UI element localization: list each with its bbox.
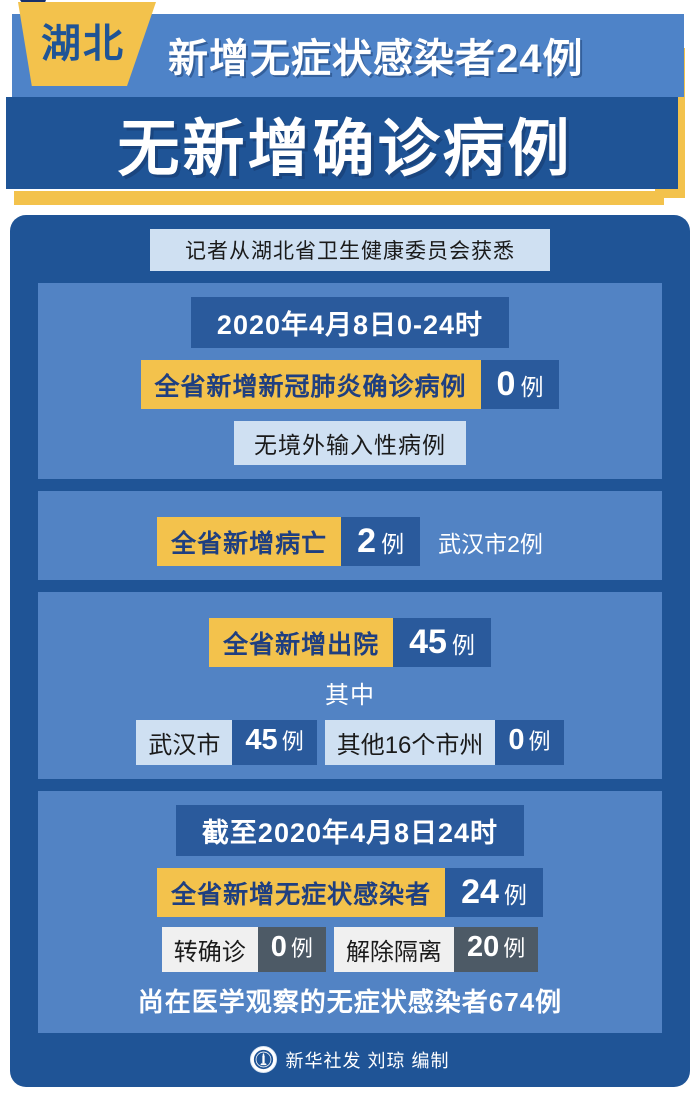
- breakdown-row-discharged: 武汉市 45 例 其他16个市州 0 例: [136, 720, 564, 765]
- panel-deaths: 全省新增病亡 2 例 武汉市2例: [38, 491, 662, 580]
- breakdown-row-asymptomatic: 转确诊 0 例 解除隔离 20 例: [161, 927, 539, 972]
- stat-unit-new-deaths: 例: [381, 531, 405, 557]
- panel-asymptomatic: 截至2020年4月8日24时 全省新增无症状感染者 24 例 转确诊 0 例 解…: [38, 791, 662, 1033]
- breakdown-value-released-quarantine: 20 例: [453, 927, 539, 972]
- date-banner-reporting-period: 2020年4月8日0-24时: [190, 297, 510, 348]
- header-band-bottom: [6, 97, 678, 189]
- header-yellow-bottom-bar: [14, 191, 664, 205]
- stat-row-new-deaths: 全省新增病亡 2 例 武汉市2例: [157, 517, 543, 566]
- breakdown-unit-released-quarantine: 例: [503, 936, 526, 961]
- breakdown-gap-2: [326, 927, 334, 972]
- stat-number-new-deaths: 2: [357, 522, 377, 560]
- breakdown-number-released-quarantine: 20: [466, 931, 500, 963]
- breakdown-unit-other-cities: 例: [528, 729, 551, 754]
- panel-confirmed-cases: 2020年4月8日0-24时 全省新增新冠肺炎确诊病例 0 例 无境外输入性病例: [38, 283, 662, 479]
- footer: 新华社发 刘琼 编制: [10, 1046, 690, 1073]
- breakdown-value-other-cities: 0 例: [495, 720, 564, 765]
- footer-credit: 新华社发 刘琼 编制: [285, 1050, 450, 1071]
- header-subtitle: 新增无症状感染者24例: [168, 20, 658, 90]
- header-subtitle-text: 新增无症状感染者24例: [168, 37, 584, 81]
- main-card: 记者从湖北省卫生健康委员会获悉 2020年4月8日0-24时 全省新增新冠肺炎确…: [10, 215, 690, 1087]
- breakdown-number-wuhan: 45: [245, 724, 278, 756]
- breakdown-label-converted-confirmed: 转确诊: [161, 927, 258, 972]
- breakdown-label-discharged: 其中: [325, 682, 375, 709]
- header-title: 无新增确诊病例: [0, 96, 690, 190]
- breakdown-label-released-quarantine: 解除隔离: [333, 927, 454, 972]
- stat-label-new-discharged: 全省新增出院: [209, 618, 394, 667]
- breakdown-unit-converted-confirmed: 例: [290, 936, 313, 961]
- breakdown-gap: [317, 720, 325, 765]
- breakdown-value-converted-confirmed: 0 例: [257, 927, 326, 972]
- breakdown-number-converted-confirmed: 0: [270, 931, 287, 963]
- breakdown-label-other-cities: 其他16个市州: [324, 720, 496, 765]
- stat-row-new-discharged: 全省新增出院 45 例: [209, 618, 491, 667]
- stat-trailing-wuhan-deaths: 武汉市2例: [438, 530, 543, 557]
- panel-discharged: 全省新增出院 45 例 其中 武汉市 45 例 其他16个市州 0 例: [38, 592, 662, 779]
- stat-row-new-asymptomatic: 全省新增无症状感染者 24 例: [157, 868, 543, 917]
- xinhua-logo-icon: [250, 1046, 278, 1073]
- source-statement: 记者从湖北省卫生健康委员会获悉: [150, 229, 550, 271]
- note-no-imported-cases: 无境外输入性病例: [234, 421, 466, 465]
- stat-value-new-confirmed: 0 例: [480, 360, 560, 409]
- date-banner-cutoff: 截至2020年4月8日24时: [175, 805, 525, 856]
- stat-unit-new-discharged: 例: [451, 632, 475, 658]
- infographic-header: 湖北 新增无症状感染者24例 无新增确诊病例: [0, 0, 700, 211]
- header-title-text: 无新增确诊病例: [117, 115, 573, 184]
- stat-row-new-confirmed: 全省新增新冠肺炎确诊病例 0 例: [140, 360, 560, 409]
- breakdown-unit-wuhan: 例: [281, 729, 304, 754]
- stat-value-new-discharged: 45 例: [393, 618, 491, 667]
- stat-label-new-confirmed: 全省新增新冠肺炎确诊病例: [140, 360, 481, 409]
- summary-under-observation: 尚在医学观察的无症状感染者674例: [137, 987, 563, 1017]
- breakdown-value-wuhan: 45 例: [232, 720, 317, 765]
- stat-value-new-asymptomatic: 24 例: [445, 868, 543, 917]
- stat-label-new-deaths: 全省新增病亡: [157, 517, 342, 566]
- stat-number-new-asymptomatic: 24: [461, 873, 499, 911]
- province-badge-label: 湖北: [41, 22, 125, 66]
- breakdown-number-other-cities: 0: [508, 724, 525, 756]
- stat-label-new-asymptomatic: 全省新增无症状感染者: [157, 868, 446, 917]
- stat-value-new-deaths: 2 例: [341, 517, 421, 566]
- stat-number-new-discharged: 45: [409, 623, 447, 661]
- stat-number-new-confirmed: 0: [496, 365, 516, 403]
- breakdown-label-wuhan: 武汉市: [136, 720, 233, 765]
- stat-unit-new-asymptomatic: 例: [503, 882, 527, 908]
- stat-unit-new-confirmed: 例: [520, 374, 544, 400]
